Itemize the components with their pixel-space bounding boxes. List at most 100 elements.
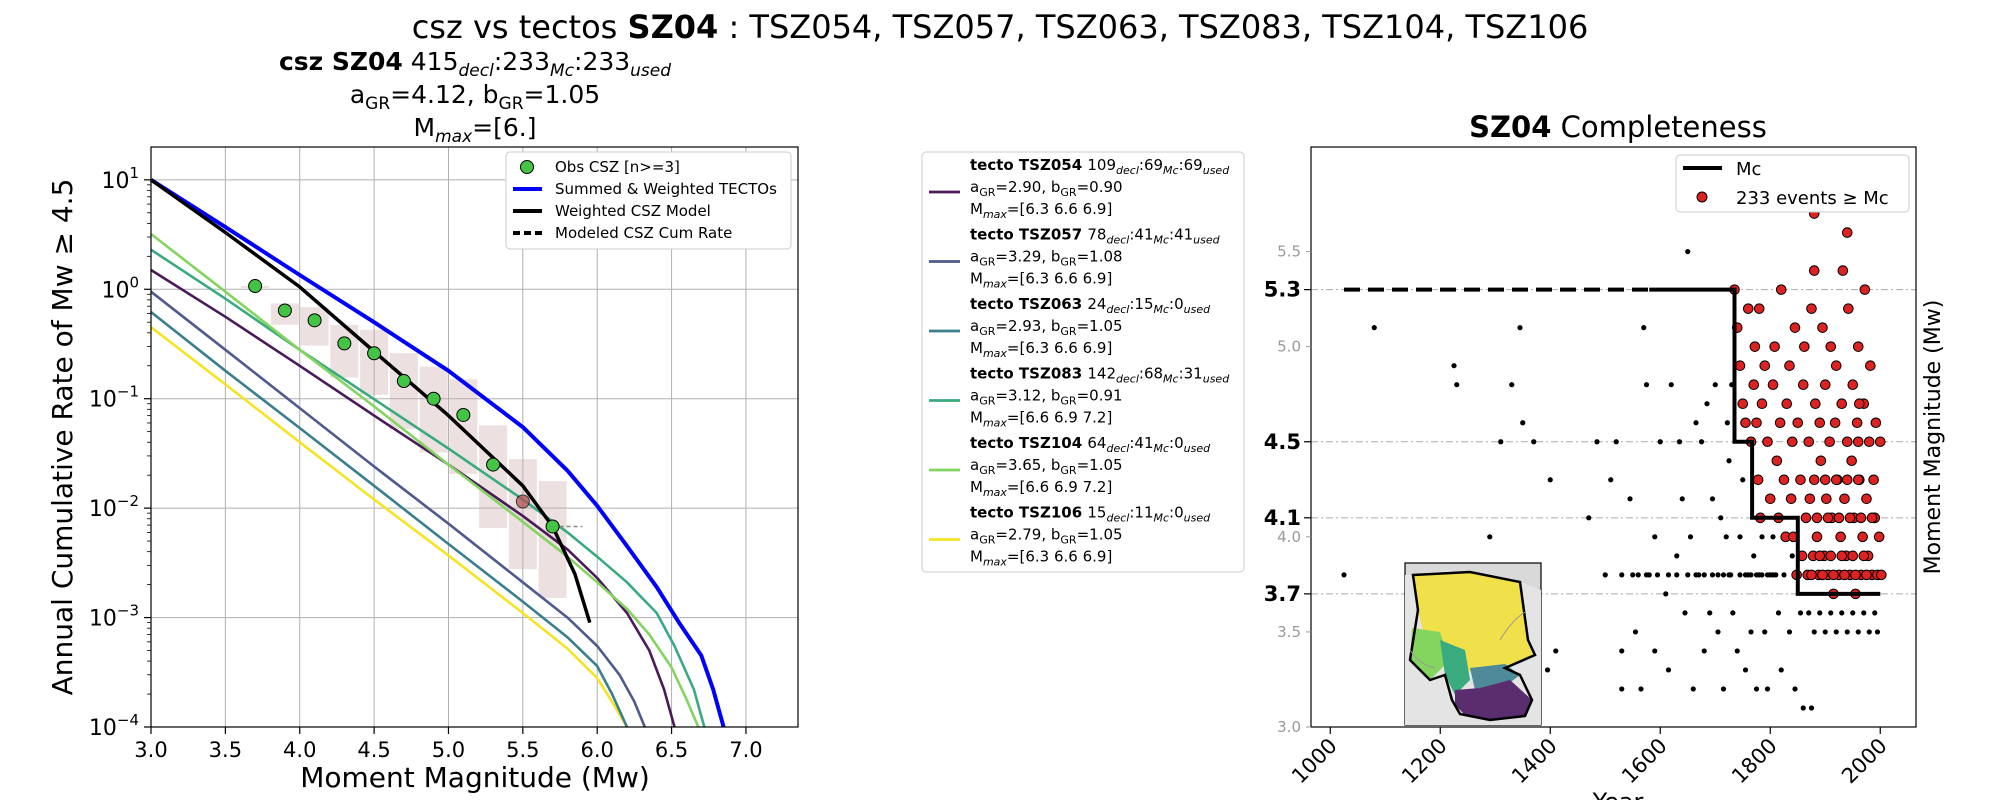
series-line-tsz063 — [150, 310, 629, 728]
completeness-legend-box — [1675, 154, 1910, 213]
catalog-event-point — [1724, 420, 1730, 426]
completeness-legend: Mc 233 events ≥ Mc — [1675, 154, 1910, 213]
inset-borders — [1409, 611, 1526, 669]
complete-event-point — [1873, 531, 1885, 543]
catalog-event-point — [1720, 572, 1727, 578]
catalog-event-point — [1718, 515, 1724, 521]
obs-error-segment — [360, 329, 389, 395]
figure-title: csz vs tectos SZ04 : TSZ054, TSZ057, TSZ… — [412, 8, 1589, 46]
series-line-weighted-csz — [149, 178, 592, 624]
tecto-legend-box — [921, 151, 1245, 573]
complete-event-point — [1841, 227, 1853, 238]
catalog-event-point — [1792, 686, 1798, 692]
catalog-event-point — [1698, 439, 1705, 445]
complete-event-point — [1839, 493, 1850, 505]
obs-point — [545, 519, 560, 534]
complete-event-point — [1868, 474, 1879, 486]
catalog-event-point — [1720, 686, 1727, 692]
catalog-event-point — [1753, 572, 1760, 578]
rate-chart: 3.0 3.5 4.0 4.5 5.0 5.5 6.0 6.5 7.0 101 100 10−1 10… — [46, 146, 799, 794]
complete-event-point — [1792, 417, 1804, 429]
catalog-event-point — [1682, 610, 1688, 616]
catalog-event-point — [1828, 610, 1834, 616]
tecto-entry-tsz106: tecto TSZ106 15decl:11Mc:0usedaGR=2.79, … — [929, 504, 1211, 569]
catalog-event-point — [1668, 382, 1674, 388]
complete-event-point — [1850, 569, 1861, 581]
tecto-entry-params: aGR=2.90, bGR=0.90 — [970, 178, 1123, 199]
catalog-event-point — [1737, 572, 1743, 578]
catalog-event-point — [1806, 610, 1812, 616]
complete-event-point — [1797, 379, 1809, 391]
catalog-event-point — [1687, 534, 1694, 540]
catalog-event-point — [1730, 610, 1736, 616]
catalog-event-point — [1663, 591, 1669, 597]
catalog-event-point — [1371, 325, 1377, 331]
completeness-y-tick-label: 3.5 — [1277, 623, 1301, 641]
complete-event-point — [1742, 303, 1754, 314]
catalog-event-point — [1630, 572, 1636, 578]
complete-event-point — [1740, 417, 1751, 429]
catalog-event-point — [1786, 629, 1793, 635]
complete-event-point — [1844, 512, 1856, 524]
legend-summed-label: Summed & Weighted TECTOs — [555, 180, 777, 198]
catalog-event-point — [1726, 458, 1732, 464]
complete-event-point — [1778, 474, 1790, 486]
tecto-entry-name: tecto TSZ083 142decl:68Mc:31used — [970, 365, 1230, 386]
tecto-entry-name: tecto TSZ063 24decl:15Mc:0used — [970, 295, 1211, 316]
completeness-x-tick-label: 1600 — [1617, 734, 1672, 789]
catalog-event-point — [1454, 382, 1460, 388]
rate-x-axis-label: Moment Magnitude (Mw) — [300, 761, 650, 794]
complete-event-point — [1863, 436, 1875, 448]
catalog-event-point — [1740, 477, 1746, 483]
complete-event-point — [1814, 417, 1826, 429]
catalog-event-point — [1850, 610, 1856, 616]
completeness-y-tick-label: 4.0 — [1277, 528, 1301, 546]
catalog-event-point — [1770, 572, 1776, 578]
inset-region-tsz054 — [1455, 680, 1532, 720]
catalog-event-point — [1855, 629, 1861, 635]
complete-event-point — [1866, 512, 1878, 524]
rate-x-tick-label: 7.0 — [729, 738, 762, 762]
completeness-plot-frame — [1310, 146, 1917, 728]
catalog-event-point — [1742, 572, 1749, 578]
completeness-plot-area — [1311, 147, 1916, 727]
complete-event-point — [1830, 360, 1842, 371]
rate-legend-box — [505, 151, 792, 250]
complete-event-point — [1858, 550, 1870, 562]
completeness-y-tick-label: 5.0 — [1277, 338, 1301, 356]
completeness-mc-tick-label: 4.1 — [1264, 506, 1301, 530]
series-line-tsz057 — [150, 290, 647, 728]
complete-event-point — [1811, 531, 1823, 543]
tecto-legend: tecto TSZ054 109decl:69Mc:69usedaGR=2.90… — [921, 151, 1245, 573]
tecto-entry-name: tecto TSZ104 64decl:41Mc:0used — [970, 434, 1211, 455]
rate-x-tick-label: 6.0 — [581, 738, 614, 762]
catalog-event-point — [1638, 686, 1644, 692]
tecto-entry-mmax: Mmax=[6.6 6.9 7.2] — [970, 478, 1112, 499]
rate-y-axis-label: Annual Cumulative Rate of Mw ≥ 4.5 — [46, 179, 79, 696]
catalog-event-point — [1709, 496, 1716, 502]
catalog-event-point — [1709, 572, 1716, 578]
rate-x-tick-label: 6.5 — [655, 738, 688, 762]
complete-event-point — [1836, 398, 1848, 410]
obs-point — [486, 457, 501, 472]
completeness-chart: 1000 1200 1400 1600 1800 2000 3.0 3.5 4.0 5.0 5.5… — [1264, 146, 1946, 804]
catalog-event-point — [1693, 420, 1699, 426]
catalog-event-point — [1690, 686, 1696, 692]
catalog-event-point — [1770, 534, 1776, 540]
complete-event-point — [1876, 569, 1887, 581]
complete-event-point — [1756, 398, 1768, 410]
catalog-event-point — [1701, 648, 1707, 654]
catalog-event-point — [1657, 439, 1663, 445]
complete-event-point — [1785, 493, 1797, 505]
completeness-y-tick-label: 5.5 — [1277, 243, 1301, 261]
catalog-event-point — [1872, 610, 1878, 616]
complete-event-point — [1819, 474, 1831, 486]
catalog-event-point — [1839, 610, 1845, 616]
catalog-event-point — [1753, 686, 1760, 692]
catalog-event-point — [1762, 629, 1768, 635]
series-line-tsz106 — [150, 326, 629, 728]
rate-y-tick-label: 10−4 — [89, 711, 139, 741]
complete-event-point — [1852, 436, 1864, 448]
catalog-event-point — [1742, 667, 1749, 673]
catalog-event-point — [1759, 534, 1765, 540]
